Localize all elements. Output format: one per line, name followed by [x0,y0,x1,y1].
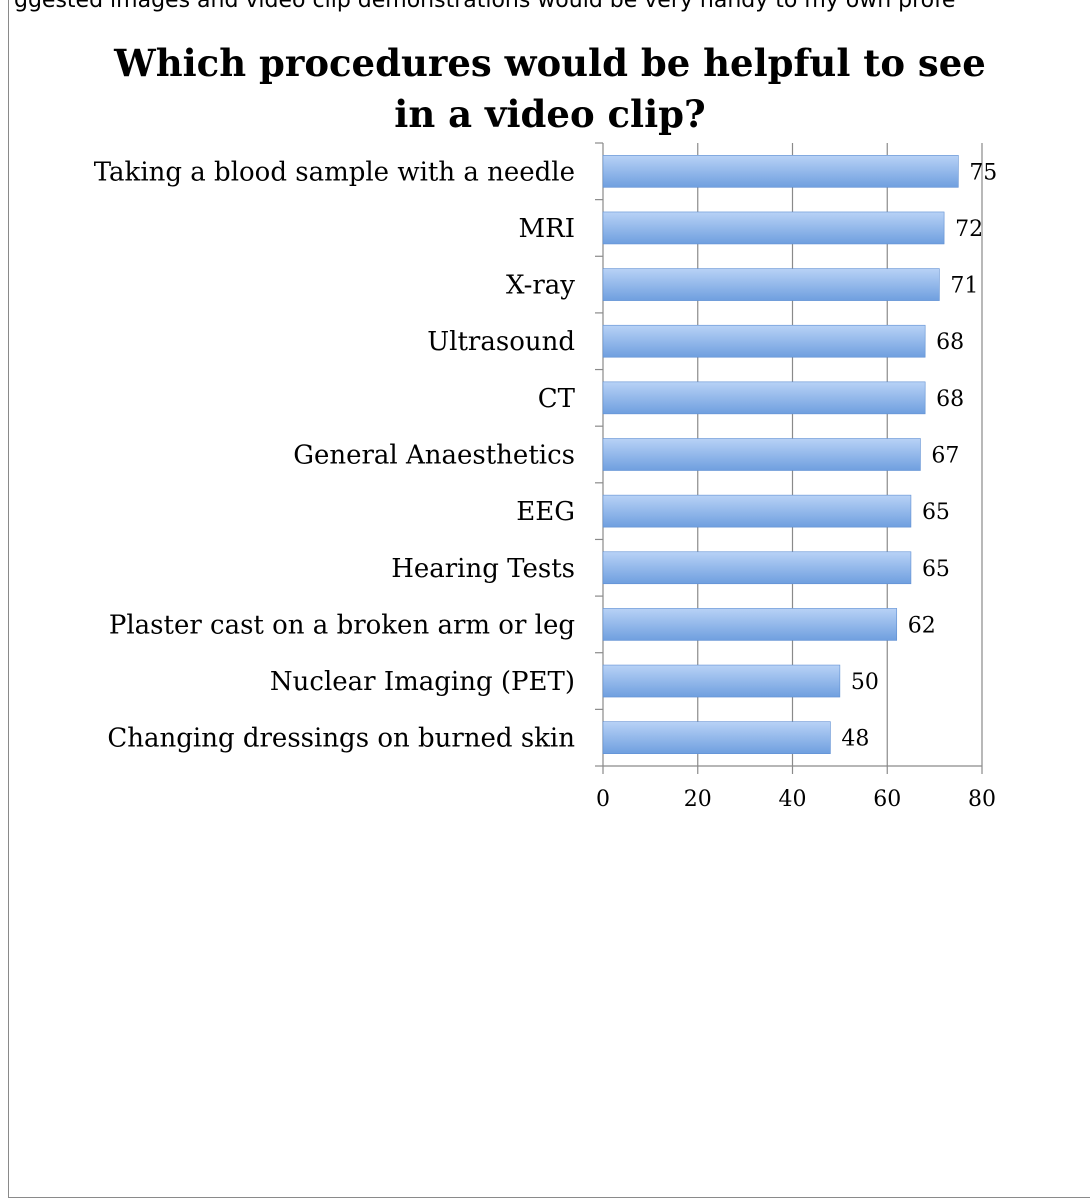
category-label-0: Taking a blood sample with a needle [94,157,575,187]
top-text-fragment: ggested images and video clip demonstrat… [0,0,1090,22]
data-label-8: 62 [908,613,936,638]
data-label-3: 68 [936,330,964,355]
x-tick-labels: 0 20 40 60 80 [596,787,996,812]
x-tick-label-40: 40 [779,787,807,812]
category-label-3: Ultrasound [427,327,575,357]
category-label-4: CT [538,384,576,414]
bar-0 [602,155,959,188]
data-label-5: 67 [931,444,959,469]
data-label-4: 68 [936,387,964,412]
chart-title-line-2: in a video clip? [394,92,706,136]
bar-5 [602,438,921,471]
bar-9 [602,664,841,698]
bar-chart: Taking a blood sample with a needle MRI X-… [94,142,997,812]
category-label-1: MRI [519,214,575,244]
category-label-9: Nuclear Imaging (PET) [270,667,575,697]
data-label-6: 65 [922,500,950,525]
data-label-10: 48 [841,727,869,752]
bar-6 [602,494,912,528]
bar-3 [602,324,926,358]
x-tick-label-0: 0 [596,787,610,812]
bar-7 [602,551,912,585]
category-label-2: X-ray [506,271,575,301]
data-label-7: 65 [922,557,950,582]
bar-10 [602,721,831,754]
top-text-fragment-content: ggested images and video clip demonstrat… [14,0,956,13]
bar-1 [602,211,945,245]
category-label-6: EEG [516,497,575,527]
bar-4 [602,381,926,415]
bar-8 [602,608,898,641]
bar-2 [602,268,940,301]
chart-title: Which procedures would be helpful to see… [20,38,1080,140]
data-label-0: 75 [969,160,997,185]
category-label-7: Hearing Tests [391,554,575,584]
category-label-10: Changing dressings on burned skin [107,724,575,754]
chart-title-line-1: Which procedures would be helpful to see [114,41,986,85]
data-labels: 75 72 71 68 68 67 65 65 62 50 48 [841,160,997,751]
category-labels: Taking a blood sample with a needle MRI X-… [94,157,576,753]
category-label-5: General Anaesthetics [293,441,575,471]
category-label-8: Plaster cast on a broken arm or leg [109,610,575,640]
x-tick-label-80: 80 [968,787,996,812]
bars [602,155,959,754]
data-label-1: 72 [955,217,983,242]
data-label-9: 50 [851,670,879,695]
x-tick-label-60: 60 [873,787,901,812]
x-tick-label-20: 20 [684,787,712,812]
data-label-2: 71 [950,274,978,299]
